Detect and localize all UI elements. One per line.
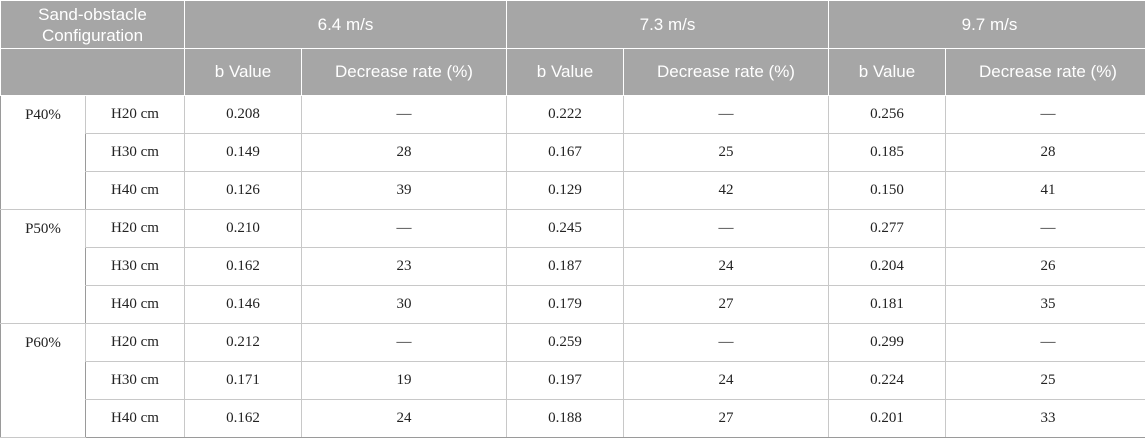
b-value-cell: 0.185 — [828, 133, 946, 172]
decrease-rate-cell: — — [623, 323, 829, 362]
b-value-cell: 0.210 — [184, 209, 302, 248]
porosity-cell: P50% — [0, 209, 86, 324]
b-value-header-1: b Value — [184, 48, 302, 96]
b-value-cell: 0.126 — [184, 171, 302, 210]
config-header: Sand-obstacle Configuration — [0, 0, 185, 49]
decrease-rate-cell: 27 — [623, 285, 829, 324]
b-value-cell: 0.222 — [506, 95, 624, 134]
speed-header-2: 7.3 m/s — [506, 0, 829, 49]
b-value-cell: 0.171 — [184, 361, 302, 400]
b-value-cell: 0.129 — [506, 171, 624, 210]
height-cell: H30 cm — [85, 247, 185, 286]
table-row: P50% H20 cm 0.210—0.245—0.277— — [0, 209, 1145, 324]
speed-header-1: 6.4 m/s — [184, 0, 507, 49]
decrease-rate-cell: 41 — [945, 171, 1145, 210]
decrease-rate-cell: 39 — [301, 171, 507, 210]
decrease-rate-cell: 30 — [301, 285, 507, 324]
decrease-rate-cell: 28 — [945, 133, 1145, 172]
table-row: H30 cm 0.149 28 0.167 25 0.185 28 — [1, 133, 1145, 172]
b-value-cell: 0.201 — [828, 399, 946, 438]
config-header-spacer — [0, 48, 185, 96]
decrease-rate-cell: — — [301, 323, 507, 362]
height-cell: H20 cm — [85, 209, 185, 248]
b-value-cell: 0.162 — [184, 247, 302, 286]
b-value-header-3: b Value — [828, 48, 946, 96]
table-row: P40% H20 cm 0.208—0.222—0.256— — [0, 95, 1145, 210]
decrease-rate-cell: 35 — [945, 285, 1145, 324]
b-value-cell: 0.162 — [184, 399, 302, 438]
b-value-cell: 0.149 — [184, 133, 302, 172]
b-value-cell: 0.146 — [184, 285, 302, 324]
b-value-cell: 0.204 — [828, 247, 946, 286]
decrease-rate-cell: 25 — [945, 361, 1145, 400]
decrease-rate-header-2: Decrease rate (%) — [623, 48, 829, 96]
b-value-cell: 0.187 — [506, 247, 624, 286]
decrease-rate-cell: 27 — [623, 399, 829, 438]
table-row: H40 cm 0.162 24 0.188 27 0.201 33 — [1, 399, 1145, 438]
table-body: P40% H20 cm 0.208—0.222—0.256— H30 cm 0.149 2… — [0, 95, 1145, 438]
decrease-rate-cell: 24 — [623, 361, 829, 400]
b-value-cell: 0.208 — [184, 95, 302, 134]
decrease-rate-cell: 28 — [301, 133, 507, 172]
b-value-cell: 0.212 — [184, 323, 302, 362]
decrease-rate-cell: — — [623, 209, 829, 248]
decrease-rate-cell: 19 — [301, 361, 507, 400]
decrease-rate-cell: 33 — [945, 399, 1145, 438]
table-row: H40 cm 0.126 39 0.129 42 0.150 41 — [1, 171, 1145, 210]
table-row: H30 cm 0.171 19 0.197 24 0.224 25 — [1, 361, 1145, 400]
decrease-rate-cell: — — [623, 95, 829, 134]
b-value-cell: 0.181 — [828, 285, 946, 324]
b-value-header-2: b Value — [506, 48, 624, 96]
decrease-rate-cell: 23 — [301, 247, 507, 286]
decrease-rate-cell: — — [945, 95, 1145, 134]
decrease-rate-cell: — — [301, 95, 507, 134]
decrease-rate-cell: — — [301, 209, 507, 248]
b-value-cell: 0.245 — [506, 209, 624, 248]
decrease-rate-cell: 42 — [623, 171, 829, 210]
height-cell: H20 cm — [85, 95, 185, 134]
b-value-cell: 0.188 — [506, 399, 624, 438]
decrease-rate-header-3: Decrease rate (%) — [945, 48, 1145, 96]
table-row: H40 cm 0.146 30 0.179 27 0.181 35 — [1, 285, 1145, 324]
decrease-rate-cell: 26 — [945, 247, 1145, 286]
decrease-rate-cell: — — [945, 209, 1145, 248]
b-value-cell: 0.179 — [506, 285, 624, 324]
porosity-cell: P60% — [0, 323, 86, 438]
height-cell: H30 cm — [85, 361, 185, 400]
b-value-cell: 0.256 — [828, 95, 946, 134]
porosity-cell: P40% — [0, 95, 86, 210]
b-value-cell: 0.299 — [828, 323, 946, 362]
table-row: H30 cm 0.162 23 0.187 24 0.204 26 — [1, 247, 1145, 286]
height-cell: H30 cm — [85, 133, 185, 172]
decrease-rate-cell: 24 — [623, 247, 829, 286]
height-cell: H40 cm — [85, 171, 185, 210]
height-cell: H20 cm — [85, 323, 185, 362]
b-value-cell: 0.167 — [506, 133, 624, 172]
decrease-rate-cell: 25 — [623, 133, 829, 172]
decrease-rate-cell: 24 — [301, 399, 507, 438]
b-value-cell: 0.150 — [828, 171, 946, 210]
decrease-rate-header-1: Decrease rate (%) — [301, 48, 507, 96]
table-row: P60% H20 cm 0.212—0.259—0.299— — [0, 323, 1145, 438]
b-value-cell: 0.259 — [506, 323, 624, 362]
speed-header-3: 9.7 m/s — [828, 0, 1145, 49]
decrease-rate-cell: — — [945, 323, 1145, 362]
table-header: Sand-obstacle Configuration 6.4 m/s 7.3 … — [0, 0, 1145, 96]
b-value-cell: 0.197 — [506, 361, 624, 400]
height-cell: H40 cm — [85, 399, 185, 438]
b-value-cell: 0.277 — [828, 209, 946, 248]
height-cell: H40 cm — [85, 285, 185, 324]
b-value-cell: 0.224 — [828, 361, 946, 400]
